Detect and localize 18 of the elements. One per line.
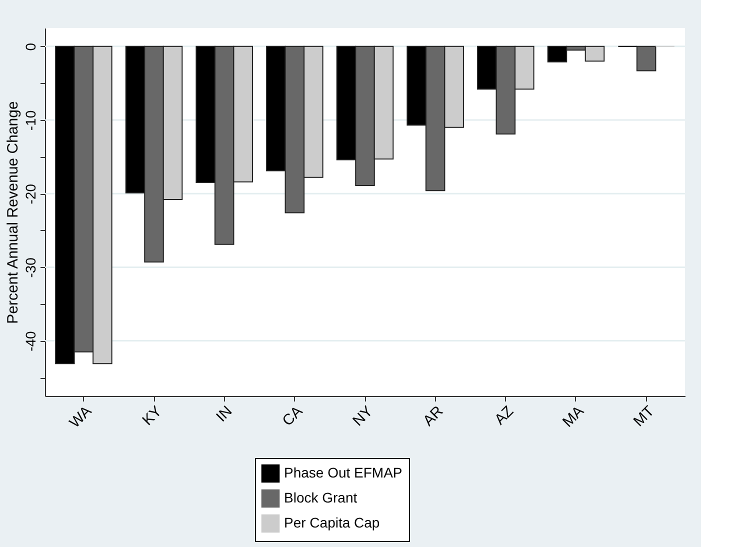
- x-tick-label: IN: [213, 402, 236, 426]
- x-tick-label: NY: [350, 402, 376, 430]
- legend-label: Phase Out EFMAP: [284, 464, 402, 480]
- y-tick-label: -40: [22, 330, 38, 352]
- y-tick-label: -30: [22, 257, 38, 278]
- legend-label: Per Capita Cap: [284, 514, 380, 530]
- y-tick-label: -10: [22, 110, 38, 131]
- x-tick-label: AR: [420, 402, 447, 430]
- y-axis-title: Percent Annual Revenue Change: [4, 101, 22, 324]
- y-tick-label: -20: [22, 184, 38, 204]
- y-tick-label: 0: [22, 42, 38, 51]
- x-tick-label: KY: [139, 402, 166, 429]
- x-tick-label: AZ: [491, 402, 517, 428]
- x-tick-label: MT: [630, 402, 658, 430]
- x-tick-label: WA: [66, 402, 95, 432]
- x-tick-label: MA: [559, 402, 588, 431]
- x-tick-label: CA: [279, 402, 306, 430]
- legend-label: Block Grant: [284, 490, 358, 506]
